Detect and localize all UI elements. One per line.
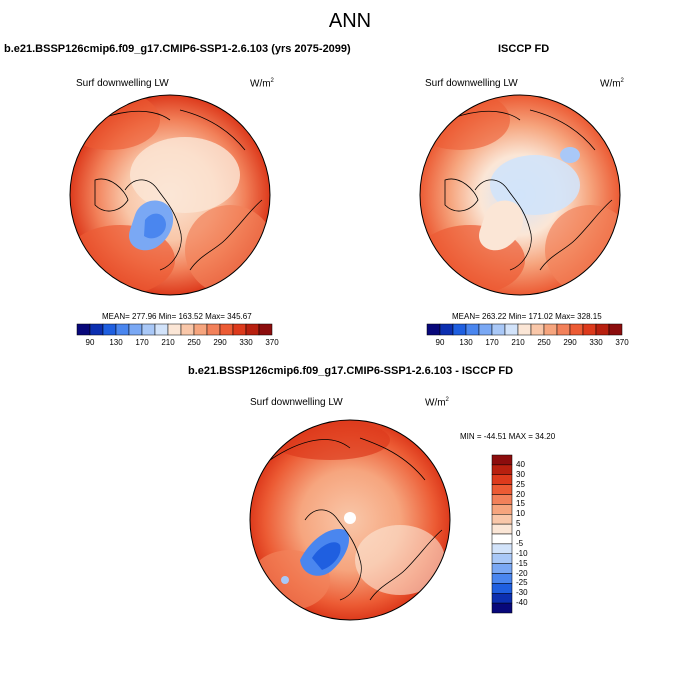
colorbar-swatch — [491, 602, 513, 614]
colorbar-swatch — [491, 514, 513, 525]
colorbar-tick-label: 370 — [615, 338, 629, 347]
colorbar-tick-label: 170 — [135, 338, 149, 347]
colorbar-tick-label: 90 — [435, 338, 445, 347]
colorbar-tick-label: 170 — [485, 338, 499, 347]
colorbar-swatch — [491, 593, 513, 604]
colorbar-tick-label: 130 — [459, 338, 473, 347]
panel3-variable-label: Surf downwelling LW — [250, 397, 343, 408]
panel3-case-title: b.e21.BSSP126cmip6.f09_g17.CMIP6-SSP1-2.… — [188, 365, 514, 377]
colorbar-tick-label: 25 — [516, 479, 525, 489]
colorbar-tick-label: -25 — [516, 578, 528, 588]
colorbar-swatch — [491, 484, 513, 495]
colorbar-tick-label: 210 — [161, 338, 175, 347]
colorbar-tick-label: 290 — [213, 338, 227, 347]
colorbar-tick-label: 290 — [563, 338, 577, 347]
colorbar-tick-label: 30 — [516, 469, 525, 479]
colorbar-swatch — [491, 533, 513, 545]
colorbar-tick-label: 40 — [516, 459, 525, 469]
panel1-units: W/m2 — [250, 78, 274, 90]
colorbar-tick-label: 90 — [85, 338, 95, 347]
colorbar-tick-label: -30 — [516, 588, 528, 598]
colorbar-swatch — [491, 563, 513, 574]
colorbar-tick-label: -20 — [516, 568, 528, 578]
panel3-units: W/m2 — [425, 397, 449, 409]
panel2-units: W/m2 — [600, 78, 624, 90]
panel2-case-title: ISCCP FD — [498, 43, 550, 55]
colorbar-tick-label: -10 — [516, 548, 528, 558]
colorbar-swatch — [608, 323, 623, 336]
panel2-variable-label: Surf downwelling LW — [425, 78, 518, 89]
colorbar-swatch — [491, 573, 513, 584]
panel3-stats: MIN = -44.51 MAX = 34.20 — [460, 432, 556, 441]
colorbar-tick-label: -5 — [516, 538, 524, 548]
colorbar-tick-label: 330 — [589, 338, 603, 347]
colorbar-tick-label: 130 — [109, 338, 123, 347]
colorbar-swatch — [491, 583, 513, 594]
colorbar-tick-label: 250 — [537, 338, 551, 347]
colorbar-swatch — [491, 504, 513, 515]
colorbar-tick-label: 20 — [516, 489, 525, 499]
colorbar-tick-label: 0 — [516, 529, 521, 538]
colorbar-swatch — [491, 494, 513, 505]
colorbar-tick-label: 330 — [239, 338, 253, 347]
page-title: ANN — [328, 10, 372, 32]
colorbar-tick-label: 370 — [265, 338, 279, 347]
colorbar-swatch — [491, 523, 513, 535]
colorbar-swatch — [258, 323, 273, 336]
colorbar-tick-label: 250 — [187, 338, 201, 347]
colorbar-tick-label: -40 — [516, 598, 528, 608]
colorbar-tick-label: 210 — [511, 338, 525, 347]
colorbar-tick-label: 10 — [516, 509, 525, 519]
panel2-stats: MEAN= 263.22 Min= 171.02 Max= 328.15 — [452, 312, 602, 321]
colorbar-swatch — [491, 454, 513, 466]
colorbar-swatch — [491, 543, 513, 554]
colorbar-tick-label: -15 — [516, 558, 528, 568]
colorbar-tick-label: 15 — [516, 499, 525, 509]
colorbar-swatch — [491, 553, 513, 564]
panel1-variable-label: Surf downwelling LW — [76, 78, 169, 89]
colorbar-swatch — [491, 474, 513, 485]
panel1-case-title: b.e21.BSSP126cmip6.f09_g17.CMIP6-SSP1-2.… — [4, 43, 351, 55]
panel1-stats: MEAN= 277.96 Min= 163.52 Max= 345.67 — [102, 312, 252, 321]
colorbar-tick-label: 5 — [516, 519, 521, 529]
colorbar-swatch — [491, 464, 513, 475]
